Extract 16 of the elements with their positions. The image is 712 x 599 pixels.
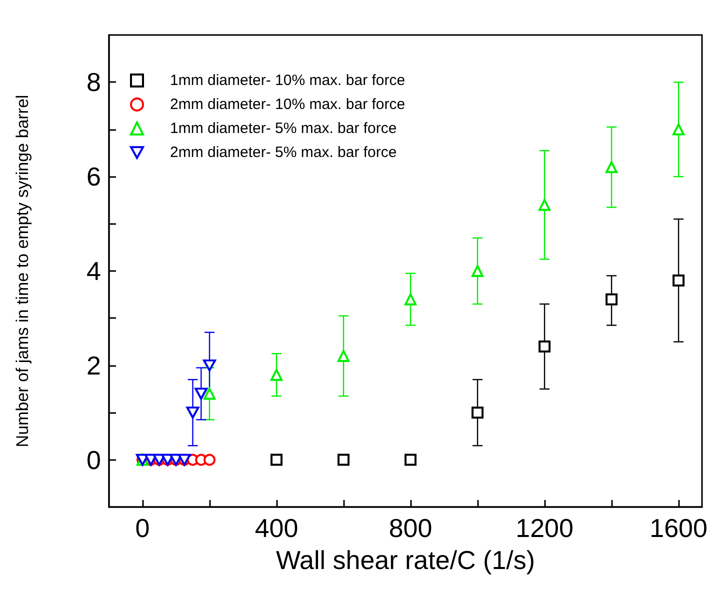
legend-label: 1mm diameter- 10% max. bar force [170, 72, 406, 89]
x-tick-label: 800 [388, 513, 432, 543]
y-tick-label: 0 [86, 444, 101, 475]
x-tick-label: 1200 [516, 513, 574, 543]
legend-label: 2mm diameter- 10% max. bar force [170, 96, 406, 113]
x-tick-label: 400 [254, 513, 298, 543]
x-axis-title: Wall shear rate/C (1/s) [276, 545, 536, 575]
x-tick-label: 0 [135, 513, 150, 543]
legend-label: 2mm diameter- 5% max. bar force [170, 144, 397, 161]
y-axis-title: Number of jams in time to empty syringe barrel [13, 94, 32, 448]
y-tick-label: 6 [86, 162, 101, 192]
y-tick-label: 2 [86, 350, 101, 380]
y-tick-label: 8 [86, 67, 101, 98]
x-tick-label: 1600 [650, 513, 708, 543]
y-tick-label: 4 [86, 256, 101, 286]
legend-label: 1mm diameter- 5% max. bar force [170, 120, 397, 137]
